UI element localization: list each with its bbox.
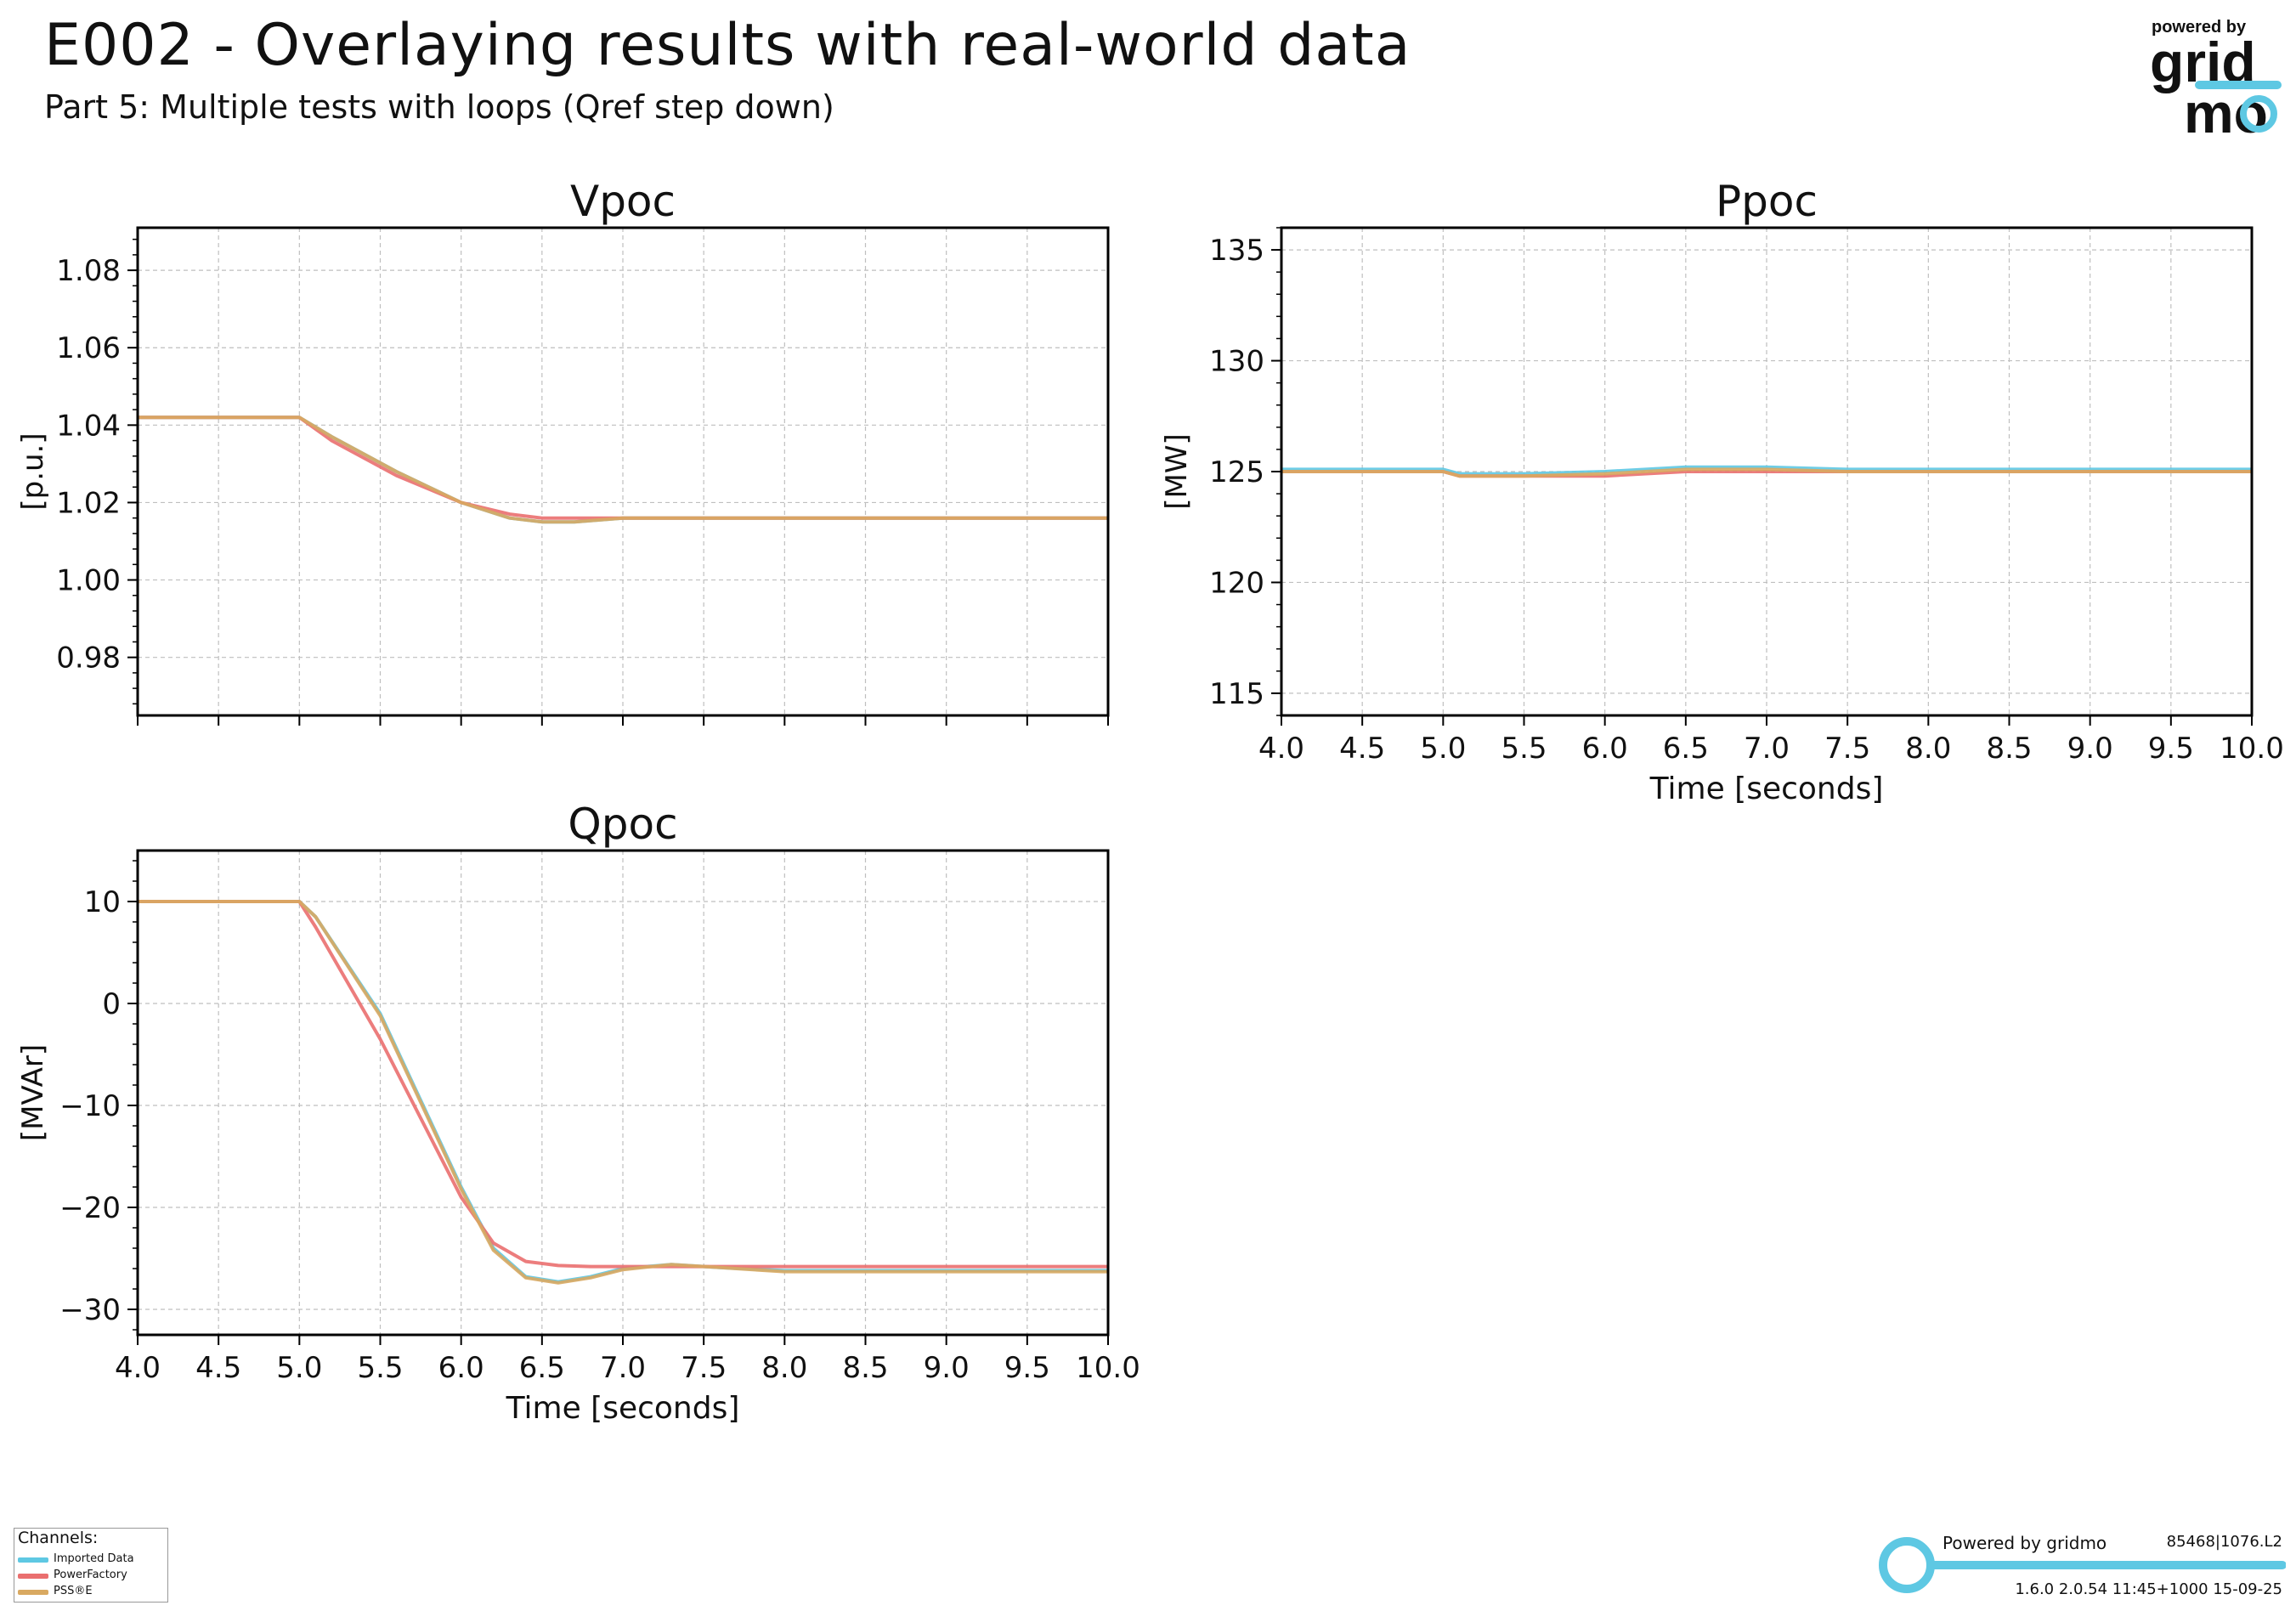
chart-title: Ppoc	[1716, 177, 1818, 226]
y-tick-label: 0	[102, 987, 121, 1021]
footer: Powered by gridmo 85468|1076.L2 1.6.0 2.…	[1878, 1529, 2286, 1606]
plot-frame	[136, 849, 1110, 1337]
y-tick-label: 115	[1209, 677, 1264, 711]
y-tick-label: 1.08	[56, 254, 121, 288]
x-tick-label: 8.0	[1905, 732, 1951, 766]
x-tick-label: 4.5	[1339, 732, 1385, 766]
x-tick-label: 8.5	[842, 1351, 888, 1385]
x-tick-label: 6.0	[438, 1351, 484, 1385]
legend-swatch-powerfactory	[18, 1574, 48, 1579]
legend-label-psse: PSS®E	[54, 1585, 93, 1597]
legend-item-psse: PSS®E	[18, 1585, 164, 1600]
x-tick-label: 4.0	[1258, 732, 1304, 766]
legend-item-imported: Imported Data	[18, 1552, 164, 1568]
legend-title: Channels:	[18, 1529, 99, 1547]
gridmo-logo: powered by grid mo	[2150, 18, 2282, 143]
y-axis-label: [p.u.]	[16, 432, 50, 510]
y-tick-label: 135	[1209, 234, 1264, 268]
plot-frame	[1280, 226, 2254, 717]
footer-ring-icon	[1879, 1537, 2286, 1593]
x-axis-label: Time [seconds]	[1649, 772, 1884, 806]
y-tick-label: 1.02	[56, 486, 121, 520]
y-tick-label: −20	[59, 1191, 121, 1225]
x-tick-label: 9.0	[924, 1351, 970, 1385]
x-tick-label: 7.5	[681, 1351, 727, 1385]
legend-label-imported: Imported Data	[54, 1552, 134, 1565]
chart-qpoc: −30 −20 −10 0 10 4.0 4.5 5.0 5.5 6.0 6.5 7.0 7.5 8.0 8…	[16, 800, 1140, 1426]
logo-powered-by: powered by	[2152, 18, 2247, 37]
y-tick-label: 1.06	[56, 331, 121, 365]
y-tick-label: 1.00	[56, 564, 121, 598]
x-tick-label: 5.5	[1501, 732, 1547, 766]
series-line-imported	[1281, 465, 2252, 476]
x-tick-label: 4.5	[195, 1351, 241, 1385]
x-tick-label: 7.5	[1824, 732, 1870, 766]
y-axis-label: [MW]	[1160, 433, 1194, 509]
y-tick-label: 125	[1209, 455, 1264, 489]
logo-mo: mo	[2184, 82, 2268, 143]
x-tick-label: 9.5	[1004, 1351, 1050, 1385]
footer-code: 85468|1076.L2	[2166, 1533, 2282, 1551]
page-subtitle: Part 5: Multiple tests with loops (Qref …	[44, 88, 834, 126]
x-tick-label: 5.0	[1420, 732, 1466, 766]
x-axis-label: Time [seconds]	[506, 1391, 740, 1426]
y-axis-label: [MVAr]	[16, 1044, 50, 1141]
footer-version: 1.6.0 2.0.54 11:45+1000 15-09-25	[2015, 1580, 2282, 1598]
x-tick-label: 10.0	[1076, 1351, 1140, 1385]
y-tick-label: 10	[84, 885, 121, 919]
x-tick-label: 5.0	[276, 1351, 322, 1385]
y-tick-label: 120	[1209, 566, 1264, 600]
x-tick-label: 10.0	[2220, 732, 2284, 766]
chart-ppoc: 115 120 125 130 135 4.0 4.5 5.0 5.5 6.0 6.5 7.0 7.5 8…	[1160, 177, 2284, 806]
footer-powered-by: Powered by gridmo	[1943, 1533, 2107, 1553]
x-tick-label: 5.5	[357, 1351, 403, 1385]
x-tick-label: 7.0	[600, 1351, 646, 1385]
y-tick-label: 1.04	[56, 409, 121, 443]
plot-frame	[136, 226, 1110, 717]
x-tick-label: 9.5	[2148, 732, 2194, 766]
legend-swatch-imported	[18, 1557, 48, 1563]
y-tick-label: 0.98	[56, 642, 121, 675]
x-tick-label: 8.5	[1986, 732, 2032, 766]
x-tick-label: 9.0	[2067, 732, 2113, 766]
x-tick-label: 7.0	[1744, 732, 1790, 766]
legend-swatch-psse	[18, 1590, 48, 1595]
y-tick-label: −10	[59, 1089, 121, 1123]
series-line-psse	[138, 900, 1108, 1285]
series-line-psse	[1281, 467, 2252, 478]
x-tick-label: 4.0	[115, 1351, 161, 1385]
page-title: E002 - Overlaying results with real-worl…	[44, 12, 1411, 79]
y-tick-label: 130	[1209, 345, 1264, 379]
y-tick-label: −30	[59, 1293, 121, 1327]
series-line-powerfactory	[138, 900, 1108, 1269]
legend-label-powerfactory: PowerFactory	[54, 1569, 127, 1581]
x-tick-label: 6.5	[519, 1351, 565, 1385]
legend-item-powerfactory: PowerFactory	[18, 1569, 164, 1584]
chart-vpoc: 0.98 1.00 1.02 1.04 1.06 1.08 Vpoc [p.u.]	[16, 177, 1110, 726]
x-tick-label: 6.0	[1582, 732, 1628, 766]
legend: Channels: Imported Data PowerFactory PSS…	[14, 1528, 168, 1603]
series-line-psse	[138, 415, 1108, 524]
x-tick-label: 8.0	[761, 1351, 807, 1385]
x-tick-label: 6.5	[1663, 732, 1709, 766]
chart-title: Qpoc	[568, 800, 677, 849]
chart-title: Vpoc	[570, 177, 676, 226]
